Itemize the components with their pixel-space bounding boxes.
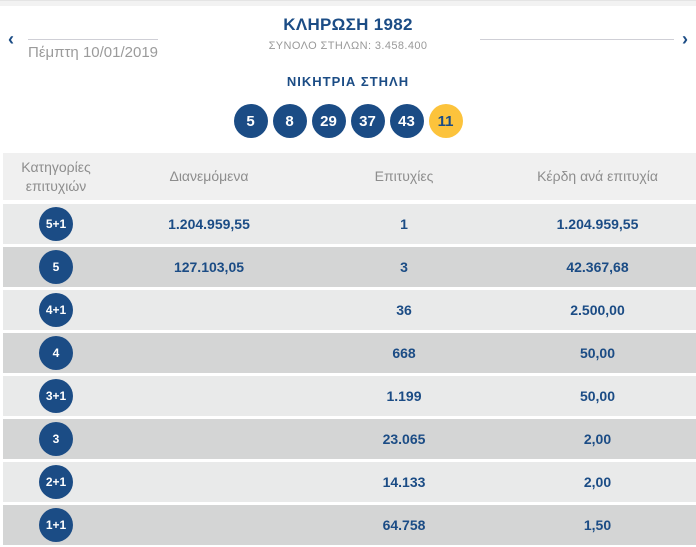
winners-cell: 668 — [392, 345, 416, 361]
category-badge: 2+1 — [39, 465, 73, 499]
winning-number-ball: 37 — [350, 104, 385, 138]
winning-column-section: ΝΙΚΗΤΡΙΑ ΣΤΗΛΗ 5 8 29 37 43 11 — [0, 74, 696, 138]
winning-number-ball: 29 — [311, 104, 346, 138]
category-badge: 3 — [39, 422, 73, 456]
winning-number-ball: 8 — [272, 104, 307, 138]
prize-cell: 50,00 — [579, 388, 616, 404]
next-draw-button[interactable]: › — [678, 28, 692, 50]
winning-number-ball: 43 — [389, 104, 424, 138]
winning-number-ball: 5 — [233, 104, 268, 138]
winners-cell: 36 — [396, 302, 412, 318]
left-divider-line — [28, 39, 158, 40]
table-row: 1+1 64.758 1,50 — [3, 505, 696, 545]
table-row: 5 127.103,05 3 42.367,68 — [3, 247, 696, 287]
category-badge: 3+1 — [39, 379, 73, 413]
category-badge: 5+1 — [39, 207, 73, 241]
category-badge: 4 — [39, 336, 73, 370]
prize-cell: 2.500,00 — [570, 302, 625, 318]
results-table: Κατηγορίες επιτυχιών Διανεμόμενα Επιτυχί… — [3, 153, 696, 545]
prize-cell: 2,00 — [583, 431, 612, 447]
bonus-number-ball: 11 — [428, 104, 463, 138]
category-badge: 5 — [39, 250, 73, 284]
winners-cell: 1 — [400, 216, 408, 232]
table-row: 5+1 1.204.959,55 1 1.204.959,55 — [3, 204, 696, 244]
draw-navigation: ‹ Πέμπτη 10/01/2019 ΚΛΗΡΩΣΗ 1982 ΣΥΝΟΛΟ … — [0, 6, 696, 61]
table-row: 3+1 1.199 50,00 — [3, 376, 696, 416]
winners-cell: 1.199 — [386, 388, 422, 404]
previous-draw-button[interactable]: ‹ — [4, 28, 18, 50]
prize-cell: 42.367,68 — [566, 259, 629, 275]
prize-cell: 1,50 — [583, 517, 612, 533]
draw-title: ΚΛΗΡΩΣΗ 1982 — [283, 15, 413, 34]
winners-cell: 64.758 — [382, 517, 426, 533]
table-row: 4+1 36 2.500,00 — [3, 290, 696, 330]
right-divider-line — [480, 39, 674, 40]
distributed-cell: 1.204.959,55 — [168, 216, 250, 232]
category-badge: 4+1 — [39, 293, 73, 327]
winning-numbers: 5 8 29 37 43 11 — [0, 104, 696, 138]
winners-cell: 23.065 — [382, 431, 426, 447]
winners-cell: 3 — [400, 259, 408, 275]
category-badge: 1+1 — [39, 508, 73, 542]
draw-date: Πέμπτη 10/01/2019 — [28, 44, 159, 61]
column-header-categories: Κατηγορίες επιτυχιών — [21, 158, 91, 194]
table-header-row: Κατηγορίες επιτυχιών Διανεμόμενα Επιτυχί… — [3, 153, 696, 200]
winning-column-label: ΝΙΚΗΤΡΙΑ ΣΤΗΛΗ — [286, 74, 410, 89]
top-strip — [0, 0, 696, 6]
table-row: 3 23.065 2,00 — [3, 419, 696, 459]
prize-cell: 2,00 — [583, 474, 612, 490]
prize-cell: 50,00 — [579, 345, 616, 361]
table-row: 4 668 50,00 — [3, 333, 696, 373]
table-row: 2+1 14.133 2,00 — [3, 462, 696, 502]
total-columns-label: ΣΥΝΟΛΟ ΣΤΗΛΩΝ: 3.458.400 — [268, 40, 428, 52]
prize-cell: 1.204.959,55 — [556, 216, 639, 232]
winners-cell: 14.133 — [382, 474, 426, 490]
distributed-cell: 127.103,05 — [173, 259, 245, 275]
column-header-prize: Κέρδη ανά επιτυχία — [537, 168, 658, 185]
column-header-distributed: Διανεμόμενα — [169, 168, 249, 185]
column-header-winners: Επιτυχίες — [374, 168, 434, 185]
table-body: 5+1 1.204.959,55 1 1.204.959,55 5 127.10… — [3, 204, 696, 545]
